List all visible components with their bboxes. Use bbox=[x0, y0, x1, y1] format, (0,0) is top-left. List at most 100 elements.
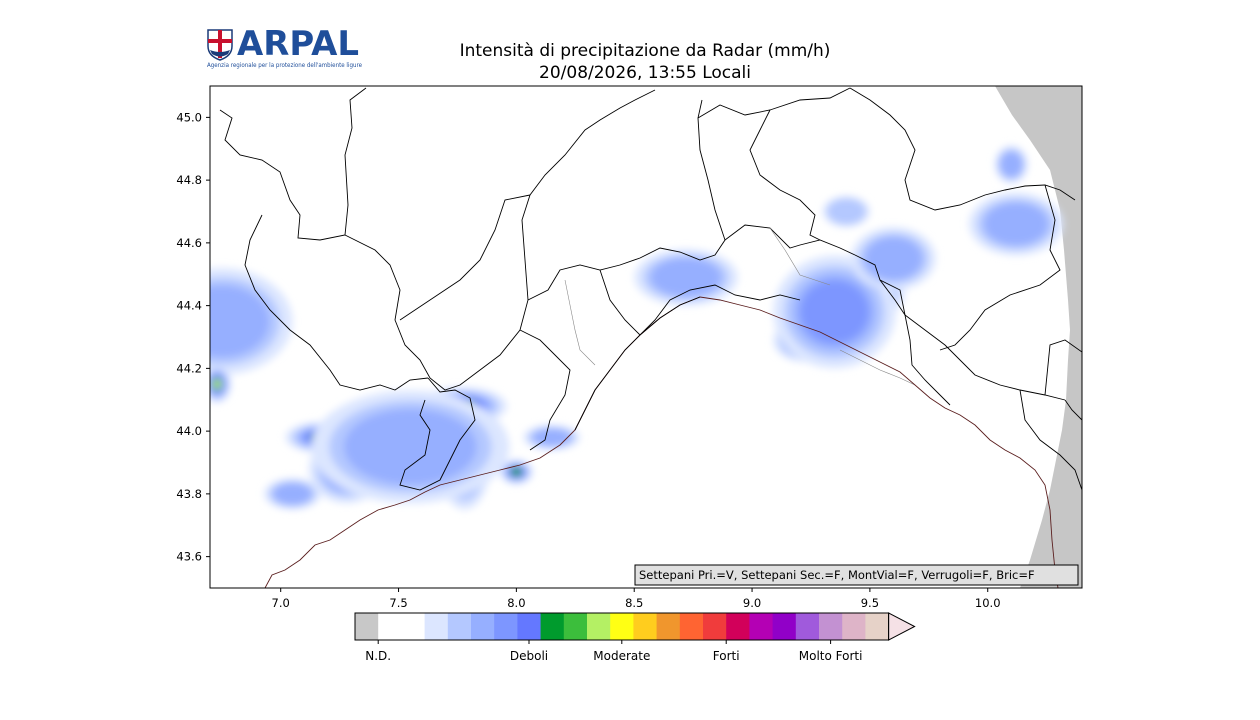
colorbar-swatch bbox=[471, 613, 495, 640]
colorbar-swatch bbox=[819, 613, 843, 640]
colorbar-swatch bbox=[517, 613, 541, 640]
colorbar-swatch bbox=[795, 613, 820, 640]
x-tick-label: 9.5 bbox=[861, 596, 879, 610]
rain-contour bbox=[984, 203, 1048, 246]
rain-contour bbox=[800, 280, 869, 343]
rain-cell bbox=[523, 424, 581, 450]
x-tick-label: 7.5 bbox=[389, 596, 407, 610]
colorbar-swatch bbox=[772, 613, 797, 640]
info-box-text: Settepani Pri.=V, Settepani Sec.=F, Mont… bbox=[639, 568, 1035, 582]
colorbar-swatch bbox=[656, 613, 681, 640]
province-border-west bbox=[219, 87, 367, 241]
logo-text: ARPAL bbox=[237, 24, 359, 64]
arpal-logo: ARPAL Agenzia regionale per la protezion… bbox=[204, 24, 374, 72]
colorbar-swatch bbox=[401, 613, 425, 640]
colorbar-swatch bbox=[355, 613, 379, 640]
colorbar-swatch bbox=[726, 613, 750, 640]
colorbar-swatch bbox=[703, 613, 727, 640]
province-border-spezia bbox=[904, 314, 951, 406]
province-border-piemonte-south bbox=[244, 214, 429, 391]
province-border-alessandria bbox=[527, 99, 726, 301]
map-background bbox=[210, 86, 1082, 588]
x-tick-label: 8.0 bbox=[507, 596, 525, 610]
rain-contour bbox=[510, 467, 523, 477]
colorbar-swatch bbox=[447, 613, 472, 640]
province-border-massa bbox=[1019, 389, 1082, 491]
rain-contour bbox=[213, 378, 222, 390]
province-border-asti bbox=[399, 194, 531, 321]
y-axis: 43.6 43.8 44.0 44.2 44.4 44.6 44.8 45.0 bbox=[176, 110, 210, 564]
colorbar-swatch bbox=[587, 613, 611, 640]
colorbar-swatch bbox=[842, 613, 866, 640]
rain-cell bbox=[851, 227, 936, 290]
province-border-tuscany bbox=[1044, 339, 1082, 396]
colorbar-label: Deboli bbox=[510, 649, 548, 663]
rain-contour bbox=[1000, 151, 1023, 178]
y-tick-label: 44.0 bbox=[176, 424, 202, 438]
colorbar-swatch bbox=[633, 613, 657, 640]
colorbar-label: Moderate bbox=[593, 649, 650, 663]
rain-cell bbox=[264, 478, 321, 510]
province-border-piacenza bbox=[749, 109, 821, 241]
y-tick-label: 43.8 bbox=[176, 487, 202, 501]
rain-cell bbox=[773, 255, 896, 369]
info-box: Settepani Pri.=V, Settepani Sec.=F, Mont… bbox=[634, 564, 1079, 586]
logo-tagline: Agenzia regionale per la protezione dell… bbox=[207, 62, 362, 69]
rain-cell bbox=[994, 145, 1028, 184]
province-border-parma bbox=[849, 87, 1076, 211]
colorbar-swatch bbox=[865, 613, 889, 640]
province-border-emilia-south bbox=[879, 279, 1066, 401]
figure-title-block: Intensità di precipitazione da Radar (mm… bbox=[380, 40, 910, 84]
colorbar-label: Forti bbox=[713, 649, 740, 663]
y-tick-label: 44.6 bbox=[176, 236, 202, 250]
rain-contour bbox=[532, 428, 571, 446]
rain-cell bbox=[499, 459, 533, 485]
rain-cell bbox=[210, 267, 293, 375]
rain-contour bbox=[210, 285, 270, 358]
colorbar-swatch bbox=[540, 613, 565, 640]
rain-cell bbox=[968, 192, 1064, 256]
rain-cell bbox=[634, 249, 738, 306]
province-border-central bbox=[344, 89, 656, 391]
rain-contour bbox=[826, 198, 866, 225]
y-tick-label: 44.4 bbox=[176, 299, 202, 313]
province-border-reggio bbox=[939, 184, 1061, 351]
figure-title: Intensità di precipitazione da Radar (mm… bbox=[459, 41, 831, 61]
x-tick-label: 8.5 bbox=[625, 596, 643, 610]
y-tick-label: 44.8 bbox=[176, 173, 202, 187]
colorbar-label: Molto Forti bbox=[799, 649, 863, 663]
rain-cell bbox=[210, 365, 232, 403]
colorbar-extend-arrow bbox=[888, 612, 916, 641]
no-data-area bbox=[995, 86, 1082, 588]
colorbar-swatch bbox=[424, 613, 449, 640]
coastline-inner bbox=[574, 296, 701, 431]
rain-cell bbox=[311, 390, 510, 504]
colorbar-swatch bbox=[749, 613, 773, 640]
rain-cell bbox=[822, 195, 870, 228]
rain-contour bbox=[865, 237, 922, 280]
y-tick-label: 43.6 bbox=[176, 550, 202, 564]
map-frame bbox=[209, 85, 1083, 589]
province-border-lucca bbox=[1064, 399, 1082, 421]
y-tick-label: 45.0 bbox=[176, 110, 202, 124]
x-tick-label: 7.0 bbox=[272, 596, 290, 610]
liguria-shield-icon bbox=[207, 29, 233, 61]
colorbar-swatch bbox=[378, 613, 402, 640]
y-tick-label: 44.2 bbox=[176, 361, 202, 375]
colorbar-swatch bbox=[679, 613, 704, 640]
colorbar-label: N.D. bbox=[365, 649, 391, 663]
figure-subtitle: 20/08/2026, 13:55 Locali bbox=[539, 63, 751, 83]
precipitation-layer bbox=[210, 145, 1064, 510]
colorbar-swatch bbox=[494, 613, 518, 640]
province-border-savona bbox=[519, 329, 571, 451]
colorbar: N.D. Deboli Moderate Forti Molto Forti bbox=[354, 612, 916, 663]
secondary-boundaries bbox=[564, 227, 916, 386]
x-tick-label: 9.0 bbox=[743, 596, 761, 610]
rain-contour bbox=[273, 483, 312, 505]
colorbar-swatch bbox=[563, 613, 588, 640]
admin-boundaries bbox=[219, 87, 1082, 491]
x-tick-label: 10.0 bbox=[975, 596, 1001, 610]
province-border-genova-east bbox=[854, 254, 906, 316]
